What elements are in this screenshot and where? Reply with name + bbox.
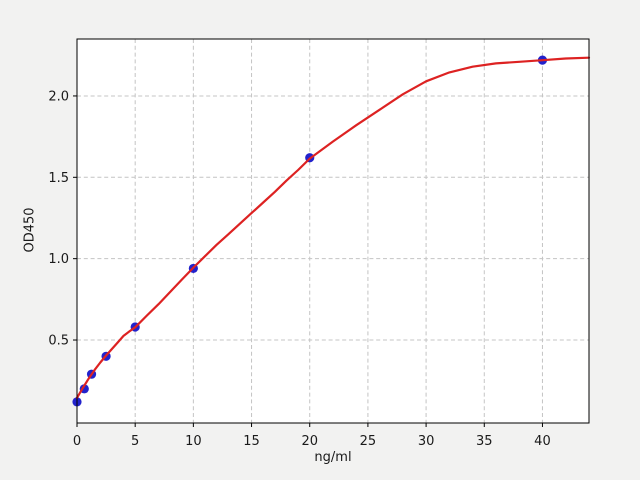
x-tick-label: 10 xyxy=(185,434,202,449)
y-axis-label: OD450 xyxy=(22,207,38,253)
y-tick-label: 0.5 xyxy=(48,334,69,349)
x-tick-label: 35 xyxy=(476,434,493,449)
x-tick-label: 25 xyxy=(360,434,377,449)
y-tick-label: 1.0 xyxy=(48,252,69,267)
x-tick-label: 5 xyxy=(131,434,139,449)
y-tick-label: 2.0 xyxy=(48,89,69,104)
fit-curve-line xyxy=(75,56,591,399)
x-tick-label: 20 xyxy=(301,434,318,449)
x-tick-label: 40 xyxy=(534,434,551,449)
y-tick-label: 1.5 xyxy=(48,171,69,186)
plot-area-background xyxy=(77,39,589,423)
plot-spines xyxy=(76,38,590,424)
x-tick-label: 30 xyxy=(418,434,435,449)
x-tick-label: 0 xyxy=(73,434,81,449)
x-tick-label: 15 xyxy=(243,434,260,449)
x-axis-label: ng/ml xyxy=(314,450,352,465)
